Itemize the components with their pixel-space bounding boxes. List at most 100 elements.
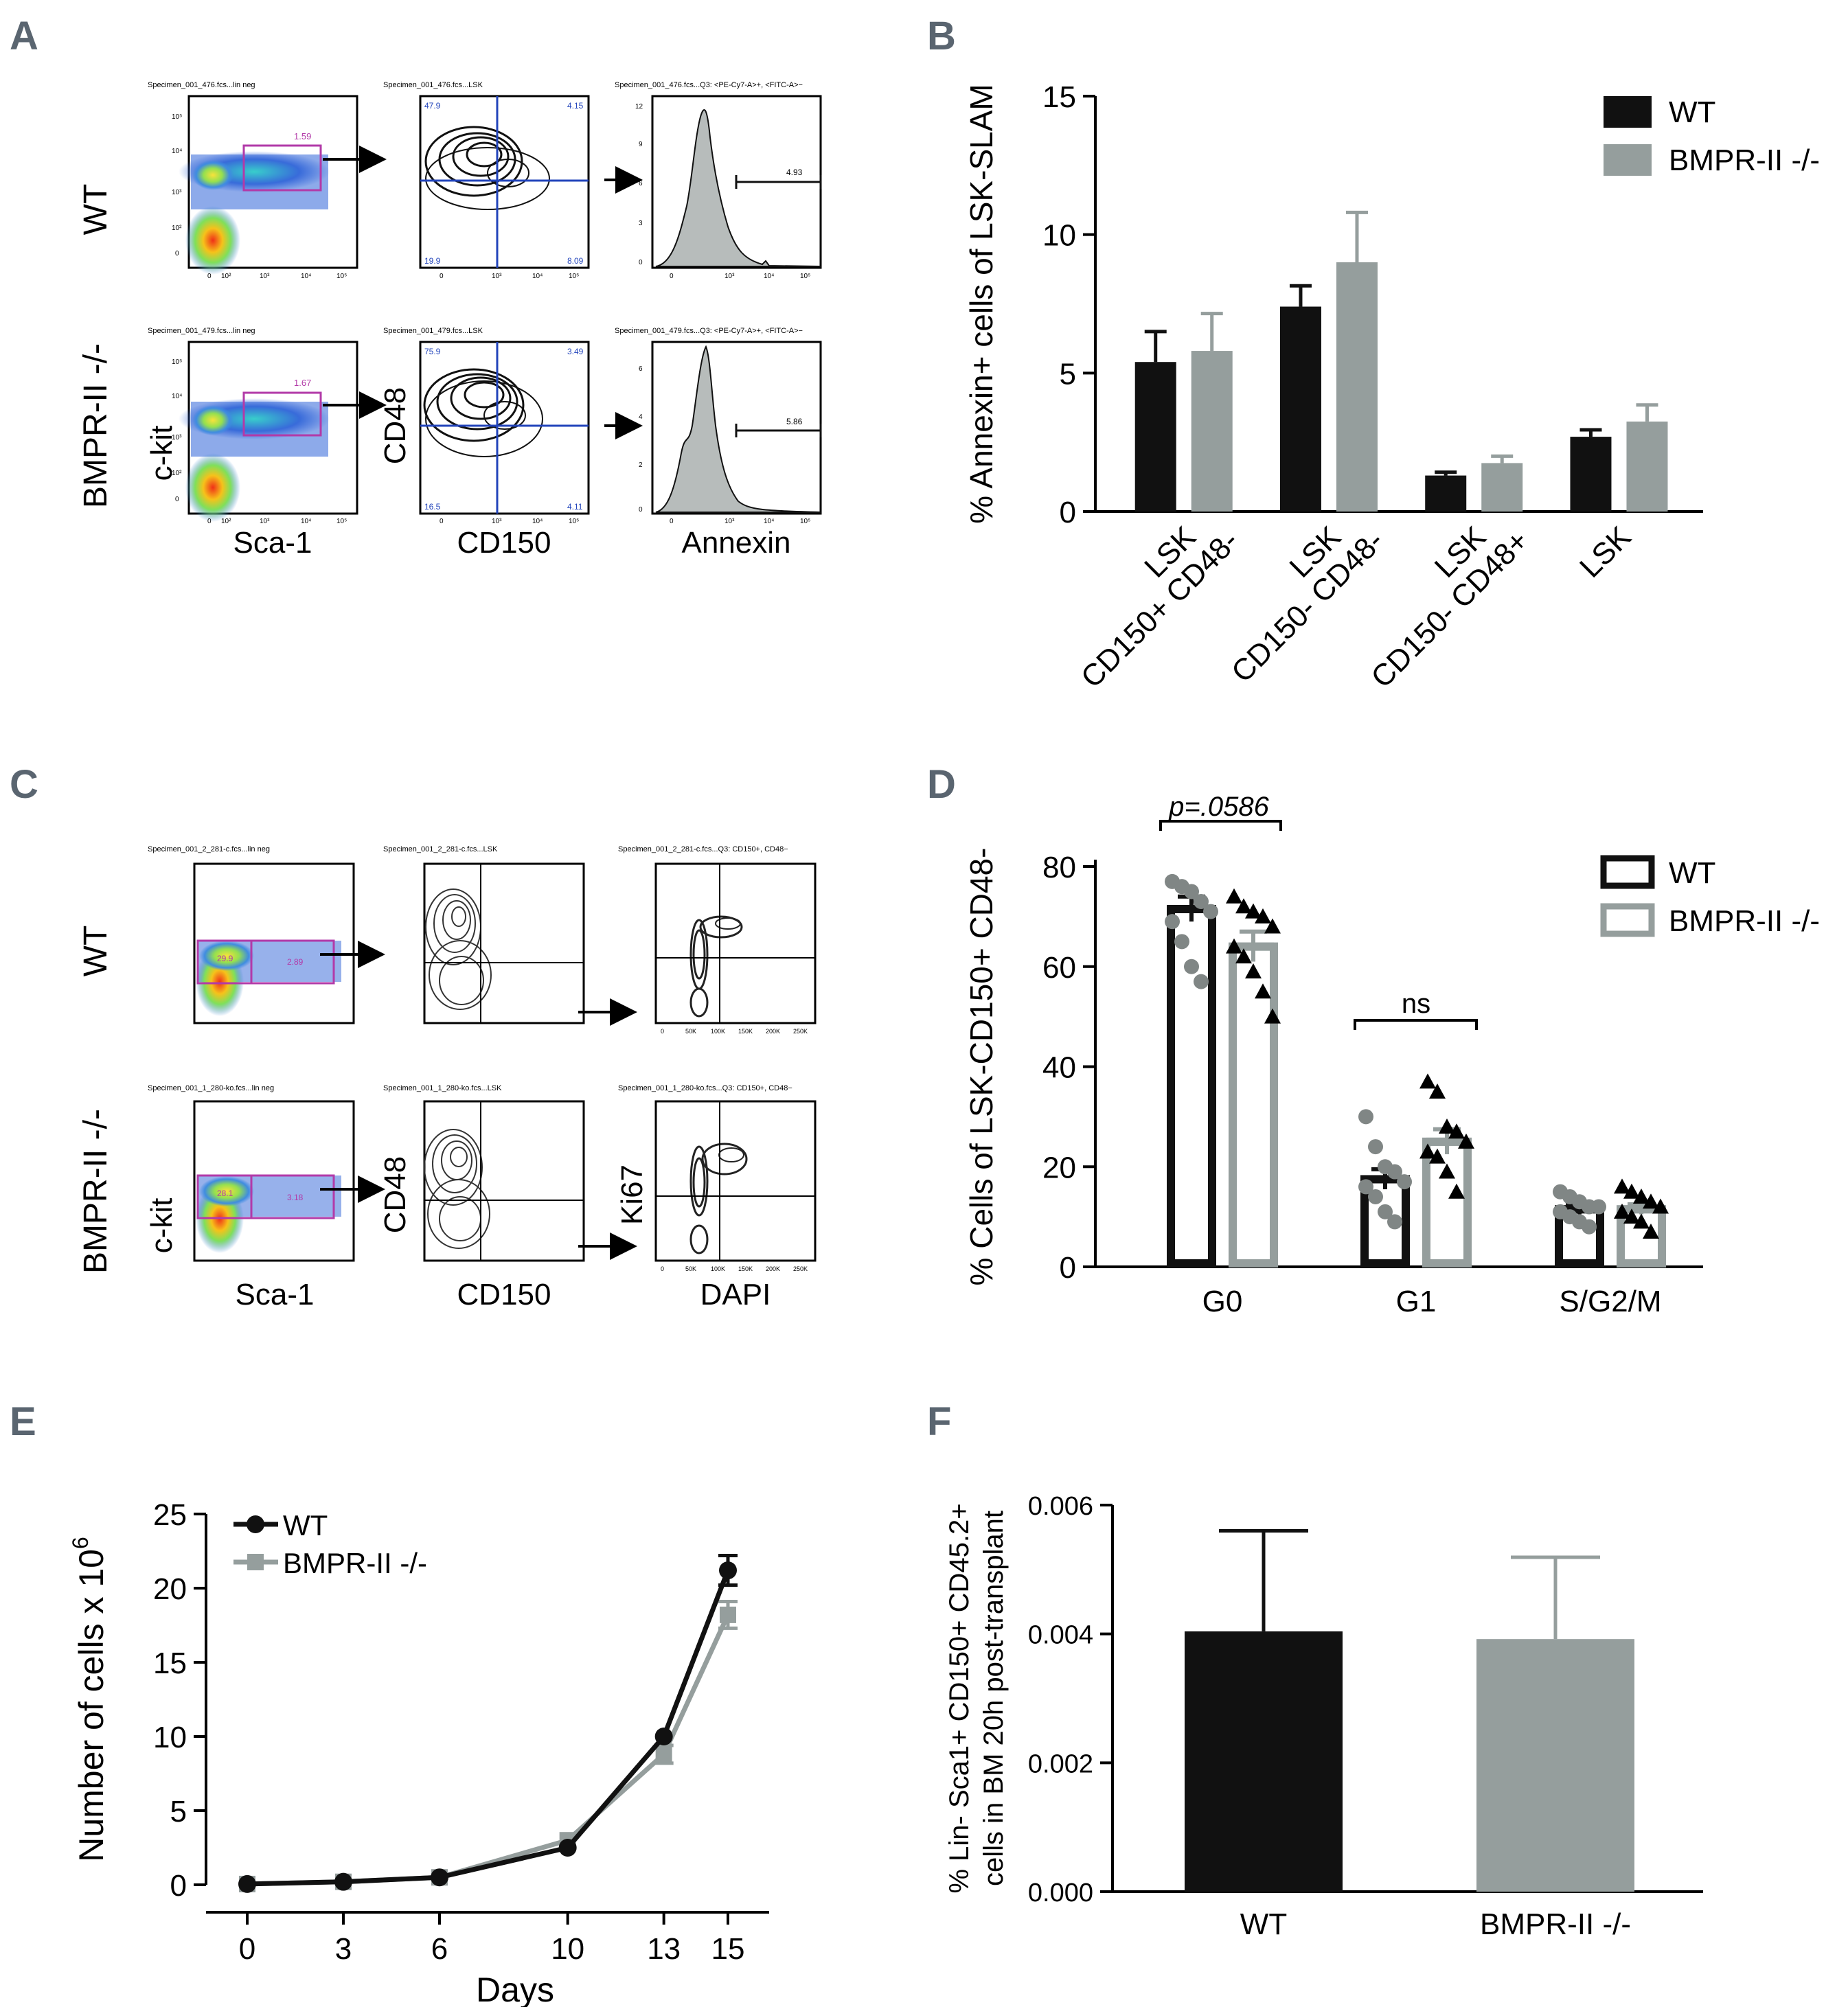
quadrant-ur: 4.15: [567, 101, 584, 111]
panel-c-x-tick: 50K: [685, 1265, 696, 1272]
quadrant-lr: 8.09: [567, 256, 584, 266]
panel-a-x-tick: 10³: [260, 518, 270, 525]
y-tick-label: 40: [1042, 1051, 1076, 1085]
y-tick-label: 10: [153, 1721, 187, 1754]
panel-a-hist-y-tick: 3: [639, 220, 643, 227]
y-tick-label: 20: [153, 1572, 187, 1606]
panel-c-x-tick: 150K: [738, 1265, 753, 1272]
significance-bracket: [1159, 820, 1282, 831]
marker-wt: [431, 1868, 448, 1887]
panel-a-x-tick: 0: [670, 518, 674, 525]
data-point-wt: [1387, 1164, 1402, 1180]
data-point-ko: [1419, 1143, 1436, 1159]
x-tick-label: G1: [1396, 1285, 1437, 1318]
x-tick-label: LSKCD150- CD48-: [1202, 501, 1390, 689]
x-tick-label: WT: [1240, 1907, 1287, 1941]
y-tick-label: 15: [1042, 80, 1076, 114]
x-tick-label: 15: [711, 1932, 745, 1966]
panel-label-e: E: [10, 1399, 36, 1444]
legend-label: WT: [283, 1509, 328, 1541]
panel-a-y-tick: 10⁴: [172, 393, 182, 400]
panel-a-wt-dotplot: 1.59 10⁵ 10⁴ 10³ 10² 0 0 10² 10³ 10⁴ 10⁵: [172, 95, 358, 280]
panel-label-c: C: [10, 762, 38, 807]
panel-c-header: Specimen_001_1_280-ko.fcs...lin neg: [148, 1084, 274, 1092]
data-point-ko: [1429, 1148, 1446, 1164]
panel-a-x-tick: 10⁴: [301, 518, 311, 525]
panel-a-x-tick: 0: [440, 273, 444, 280]
x-tick-label: 10: [551, 1932, 584, 1966]
y-tick-label: 5: [1060, 357, 1076, 391]
panel-a-wt-histogram: 4.93 12 9 6 3 0 0 10³ 10⁴ 10⁵: [635, 95, 822, 280]
panel-c-header: Specimen_001_2_281-c.fcs...LSK: [383, 845, 498, 853]
data-point-wt: [1358, 1179, 1373, 1195]
panel-label-f: F: [927, 1399, 951, 1444]
y-tick-label: 15: [153, 1647, 187, 1680]
y-axis-title-line: cells in BM 20h post-transplant: [979, 1511, 1009, 1886]
data-point-wt: [1184, 884, 1199, 899]
panel-a-y-tick: 10⁵: [172, 113, 182, 121]
legend-swatch: [1600, 855, 1655, 889]
data-point-ko: [1614, 1203, 1630, 1219]
quadrant-ur: 3.49: [567, 347, 584, 356]
panel-a-ko-histogram: 5.86 6 4 2 0 0 10³ 10⁴ 10⁵: [639, 341, 822, 525]
data-point-ko: [1623, 1183, 1640, 1199]
y-tick-label: 0.000: [1028, 1879, 1093, 1907]
data-point-ko: [1633, 1188, 1650, 1204]
panel-a-x-title: Annexin: [681, 526, 790, 560]
y-axis-title-line: % Lin- Sca1+ CD150+ CD45.2+: [944, 1503, 974, 1893]
bar-bmprii: [1191, 351, 1233, 512]
x-tick-label: LSKCD150+ CD48-: [1051, 501, 1245, 694]
panel-label-a: A: [10, 14, 38, 58]
y-tick-label: 20: [1042, 1151, 1076, 1184]
bar-bmprii: [1626, 421, 1668, 512]
x-axis-title: Days: [476, 1971, 554, 2007]
y-axis-title: % Annexin+ cells of LSK-SLAM: [963, 84, 999, 524]
data-point-ko: [1614, 1178, 1630, 1194]
panel-c-x-tick: 0: [661, 1028, 664, 1035]
data-point-wt: [1368, 1139, 1383, 1155]
panel-a-y-tick: 10²: [172, 470, 182, 477]
data-point-ko: [1245, 903, 1262, 919]
x-tick-label: 13: [647, 1932, 681, 1966]
marker-wt: [654, 1728, 673, 1745]
data-point-ko: [1633, 1213, 1650, 1229]
y-axis-title-superscript: 6: [68, 1537, 93, 1549]
legend-swatch: [1600, 903, 1655, 937]
panel-c-x-tick: 200K: [766, 1265, 780, 1272]
data-point-wt: [1203, 904, 1218, 919]
data-point-ko: [1235, 948, 1252, 964]
panel-a-x-tick: 10⁵: [569, 273, 579, 280]
panel-a-hist-value: 4.93: [786, 168, 803, 177]
y-tick-label: 10: [1042, 219, 1076, 253]
panel-c-row-label-ko: BMPR-II -/-: [78, 1109, 114, 1274]
bar-bmprii: [1336, 262, 1378, 512]
data-point-wt: [1397, 1174, 1412, 1190]
marker-ko: [720, 1606, 736, 1623]
panel-a-header: Specimen_001_476.fcs...lin neg: [148, 81, 255, 89]
panel-a-x-tick: 10³: [725, 518, 735, 525]
panel-a-x-tick: 10⁴: [532, 518, 543, 525]
panel-a-hist-y-tick: 4: [639, 413, 643, 421]
panel-a-x-tick: 10³: [492, 518, 502, 525]
panel-a-x-tick: 10⁵: [336, 518, 347, 525]
panel-c-header: Specimen_001_2_281-c.fcs...lin neg: [148, 845, 270, 853]
quadrant-lr: 4.11: [567, 502, 583, 512]
panel-a-ko-contour: 75.9 3.49 16.5 4.11 0 10³ 10⁴ 10⁵: [419, 341, 590, 525]
quadrant-ul: 47.9: [424, 101, 441, 111]
y-tick-label: 60: [1042, 951, 1076, 985]
panel-a-row-label-ko: BMPR-II -/-: [78, 343, 114, 508]
y-tick-label: 0: [1060, 496, 1076, 529]
data-point-ko: [1448, 1123, 1465, 1139]
panel-a-x-tick: 0: [207, 518, 212, 525]
significance-bracket: [1354, 1019, 1478, 1030]
panel-c-gate-value: 29.9: [217, 954, 233, 963]
data-point-wt: [1368, 1189, 1383, 1204]
legend-label: WT: [1669, 95, 1715, 129]
x-tick-label: 6: [431, 1932, 448, 1966]
legend-swatch: [1604, 144, 1652, 176]
y-axis-title: % Lin- Sca1+ CD150+ CD45.2+ cells in BM 2…: [944, 1503, 1009, 1893]
chart-d-cell-cycle: p=.0586 ns 0 20 40 60 80 % Cells of LSK-CD150…: [963, 792, 1820, 1318]
panel-a-x-tick: 10⁴: [532, 273, 543, 280]
panel-c-x-tick: 250K: [793, 1265, 808, 1272]
